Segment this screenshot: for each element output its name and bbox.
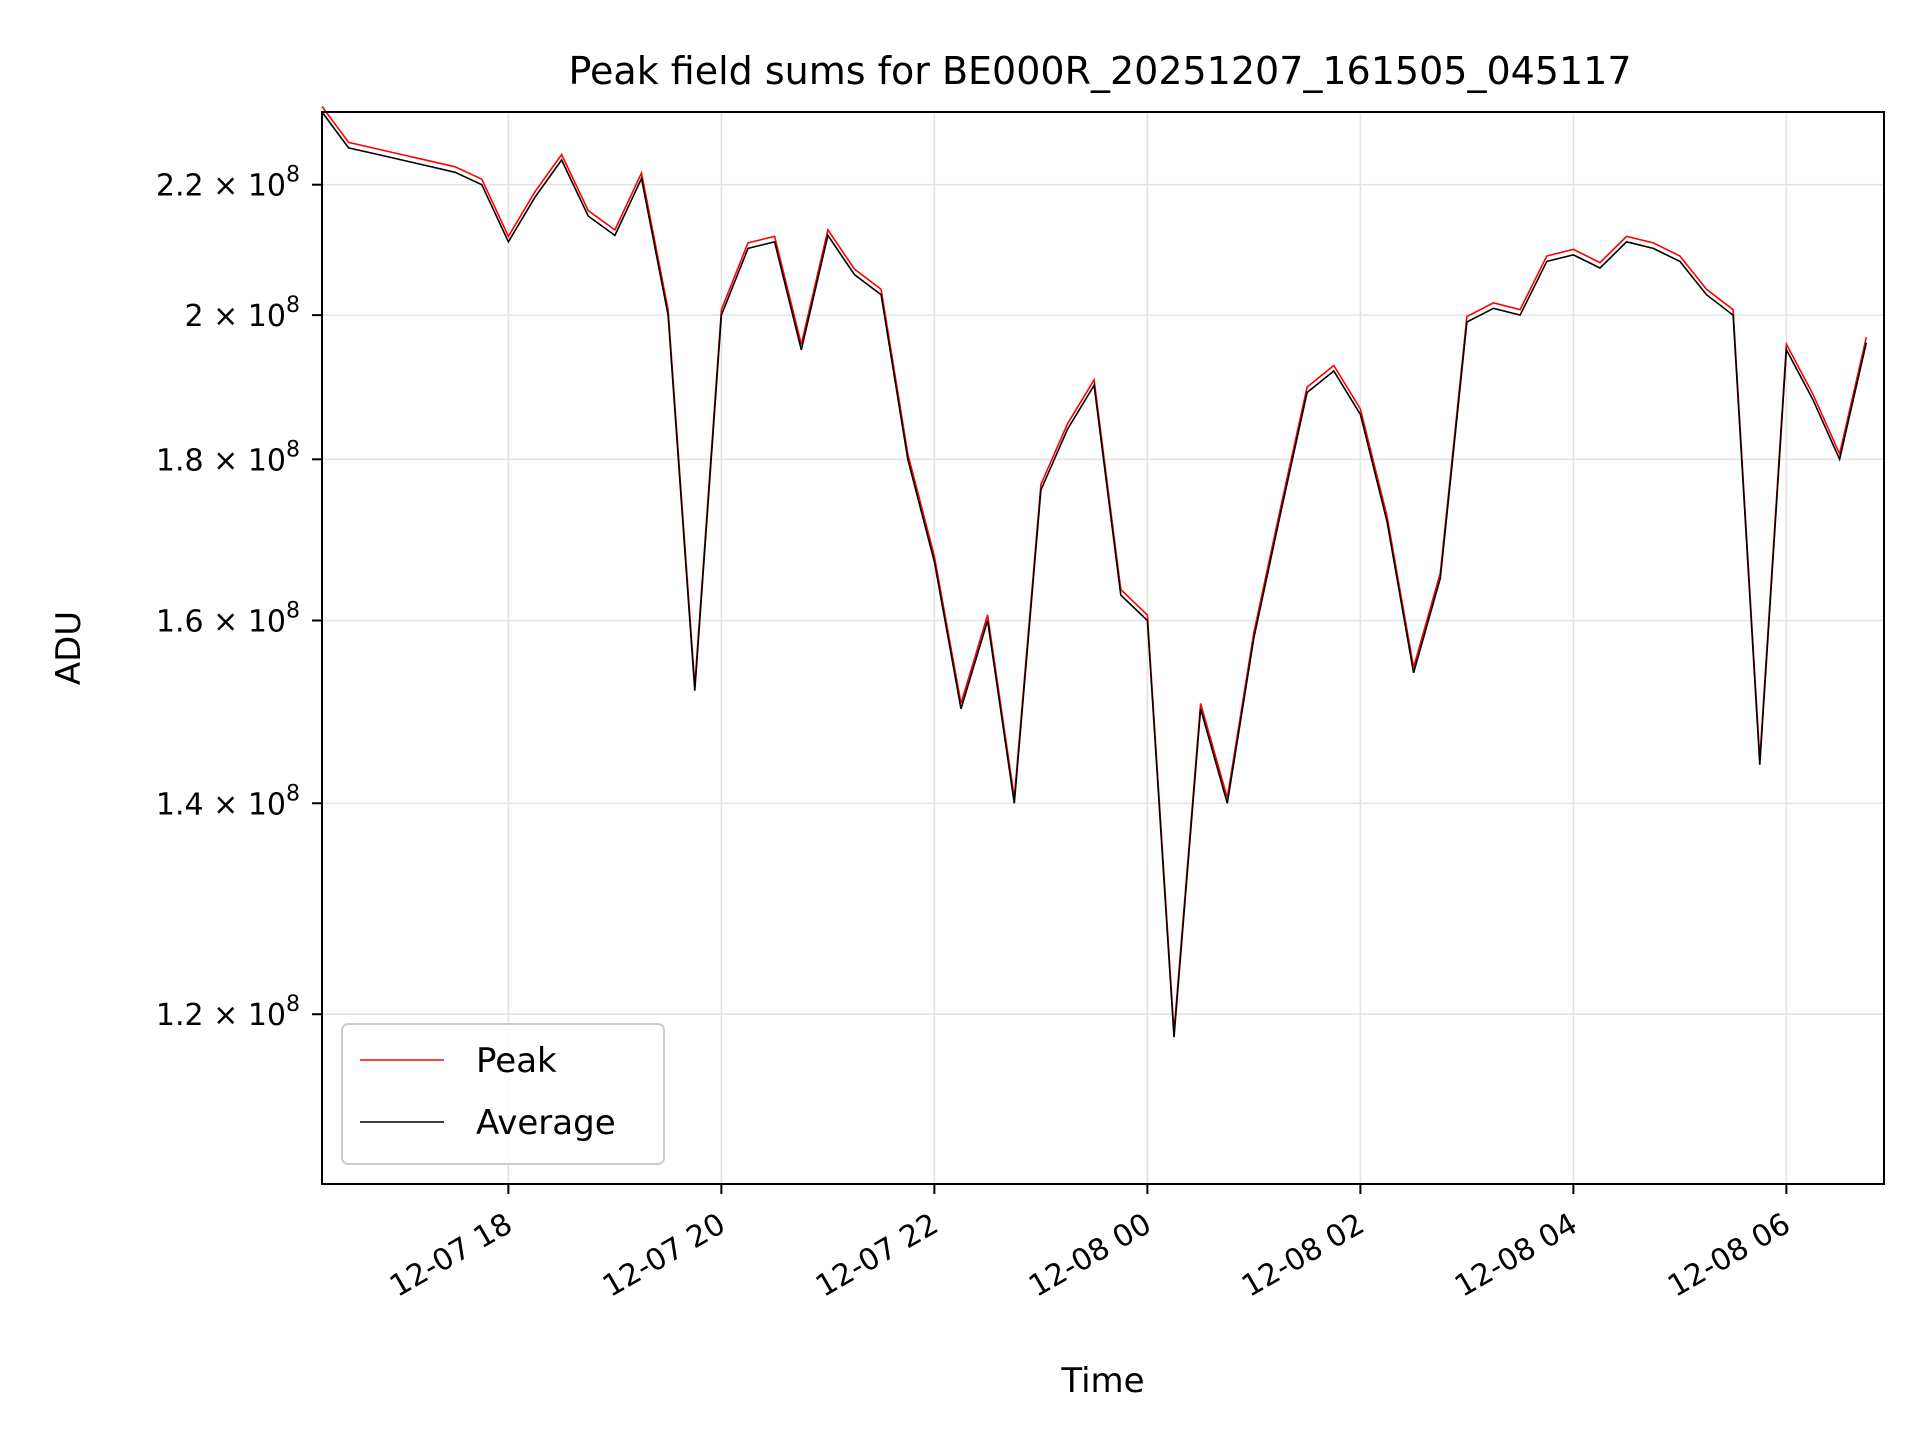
y-tick-exponent: 8 — [286, 437, 300, 462]
y-tick-exponent: 8 — [286, 992, 300, 1017]
y-tick-exponent: 8 — [286, 163, 300, 188]
y-tick-exponent: 8 — [286, 599, 300, 624]
y-tick-label: 2.2 × 108 — [156, 163, 300, 204]
grid-layer — [322, 112, 1884, 1184]
y-tick-mantissa: 1.2 × 10 — [156, 998, 286, 1033]
legend-label-peak: Peak — [476, 1041, 557, 1081]
chart-title: Peak field sums for BE000R_20251207_1615… — [568, 49, 1631, 93]
y-tick-label: 1.6 × 108 — [156, 599, 300, 640]
y-tick-label: 1.2 × 108 — [156, 992, 300, 1033]
y-tick-mantissa: 1.8 × 10 — [156, 443, 286, 478]
y-tick-label: 1.8 × 108 — [156, 437, 300, 478]
series-layer — [321, 106, 1868, 1038]
x-axis-label: Time — [1060, 1361, 1144, 1401]
y-tick-mantissa: 2.2 × 10 — [156, 169, 286, 204]
legend: Peak Average — [341, 1023, 665, 1165]
y-tick-mantissa: 1.4 × 10 — [156, 787, 286, 822]
y-axis-label: ADU — [49, 611, 89, 685]
series-line-average — [321, 111, 1868, 1038]
plot-frame — [321, 111, 1885, 1185]
y-tick-label: 1.4 × 108 — [156, 781, 300, 822]
y-tick-exponent: 8 — [286, 293, 300, 318]
y-tick-mantissa: 2 × 10 — [185, 299, 286, 334]
legend-box — [341, 1023, 665, 1165]
legend-label-average: Average — [476, 1103, 616, 1143]
y-tick-mantissa: 1.6 × 10 — [156, 605, 286, 640]
y-tick-exponent: 8 — [286, 781, 300, 806]
y-tick-label: 2 × 108 — [185, 293, 300, 334]
series-line-peak — [321, 106, 1868, 1032]
